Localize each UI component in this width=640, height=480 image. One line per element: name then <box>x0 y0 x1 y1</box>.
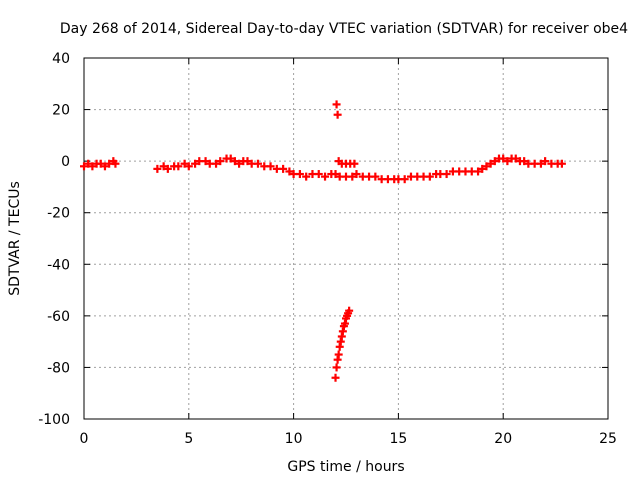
data-point <box>486 159 495 168</box>
x-tick-label: 10 <box>285 431 303 447</box>
y-axis-label: SDTVAR / TECUs <box>7 181 23 296</box>
data-point <box>285 167 294 176</box>
data-point <box>212 159 221 168</box>
y-tick-label: -40 <box>47 257 70 273</box>
data-point <box>350 159 359 168</box>
data-point <box>321 172 330 181</box>
data-point <box>541 157 550 166</box>
data-point <box>201 157 210 166</box>
y-tick-label: -100 <box>38 412 70 428</box>
y-tick-label: -20 <box>47 206 70 222</box>
data-point <box>279 164 288 173</box>
data-point <box>295 170 304 179</box>
data-point <box>96 159 105 168</box>
data-point <box>230 157 239 166</box>
data-point <box>490 157 499 166</box>
data-point <box>314 170 323 179</box>
grid <box>84 58 608 419</box>
data-point <box>266 162 275 171</box>
data-point <box>153 164 162 173</box>
data-point <box>482 162 491 171</box>
data-point <box>253 159 262 168</box>
data-point <box>557 159 566 168</box>
data-point <box>191 159 200 168</box>
data-point <box>352 170 361 179</box>
data-points <box>80 100 566 382</box>
data-point <box>503 157 512 166</box>
data-point <box>425 172 434 181</box>
data-point <box>159 162 168 171</box>
data-point <box>511 154 520 163</box>
x-tick-label: 0 <box>80 431 89 447</box>
y-tick-label: -80 <box>47 360 70 376</box>
data-point <box>345 306 354 315</box>
x-tick-label: 25 <box>599 431 617 447</box>
data-point <box>474 167 483 176</box>
data-point <box>348 172 357 181</box>
chart-title: Day 268 of 2014, Sidereal Day-to-day VTE… <box>60 21 628 37</box>
x-tick-label: 15 <box>389 431 407 447</box>
data-point <box>184 162 193 171</box>
data-point <box>442 170 451 179</box>
data-point <box>80 162 88 171</box>
data-point <box>478 164 487 173</box>
y-tick-label: -60 <box>47 309 70 325</box>
data-point <box>235 159 244 168</box>
data-point <box>100 162 109 171</box>
data-point <box>332 363 341 372</box>
data-point <box>536 159 545 168</box>
y-tick-label: 0 <box>61 154 70 170</box>
data-point <box>331 373 340 382</box>
data-point <box>111 159 120 168</box>
data-point <box>163 164 172 173</box>
data-point <box>243 157 252 166</box>
data-point <box>333 110 342 119</box>
data-point <box>331 170 340 179</box>
x-tick-label: 20 <box>494 431 512 447</box>
data-point <box>302 172 311 181</box>
data-point <box>88 162 97 171</box>
data-point <box>371 172 380 181</box>
axis-ticks: 0 5 10 15 20 25 -100 -80 -60 -40 -20 0 20 40 <box>38 51 617 447</box>
data-point <box>520 157 529 166</box>
x-tick-label: 5 <box>184 431 193 447</box>
data-point <box>332 100 341 109</box>
data-point <box>216 157 225 166</box>
y-tick-label: 40 <box>52 51 70 67</box>
data-point <box>334 350 343 359</box>
data-point <box>174 162 183 171</box>
plot-frame <box>83 57 609 420</box>
data-point <box>226 154 235 163</box>
data-point <box>400 175 409 184</box>
data-point <box>84 159 93 168</box>
y-tick-label: 20 <box>52 103 70 119</box>
x-axis-label: GPS time / hours <box>287 459 404 475</box>
data-point <box>499 154 508 163</box>
data-point <box>180 159 189 168</box>
